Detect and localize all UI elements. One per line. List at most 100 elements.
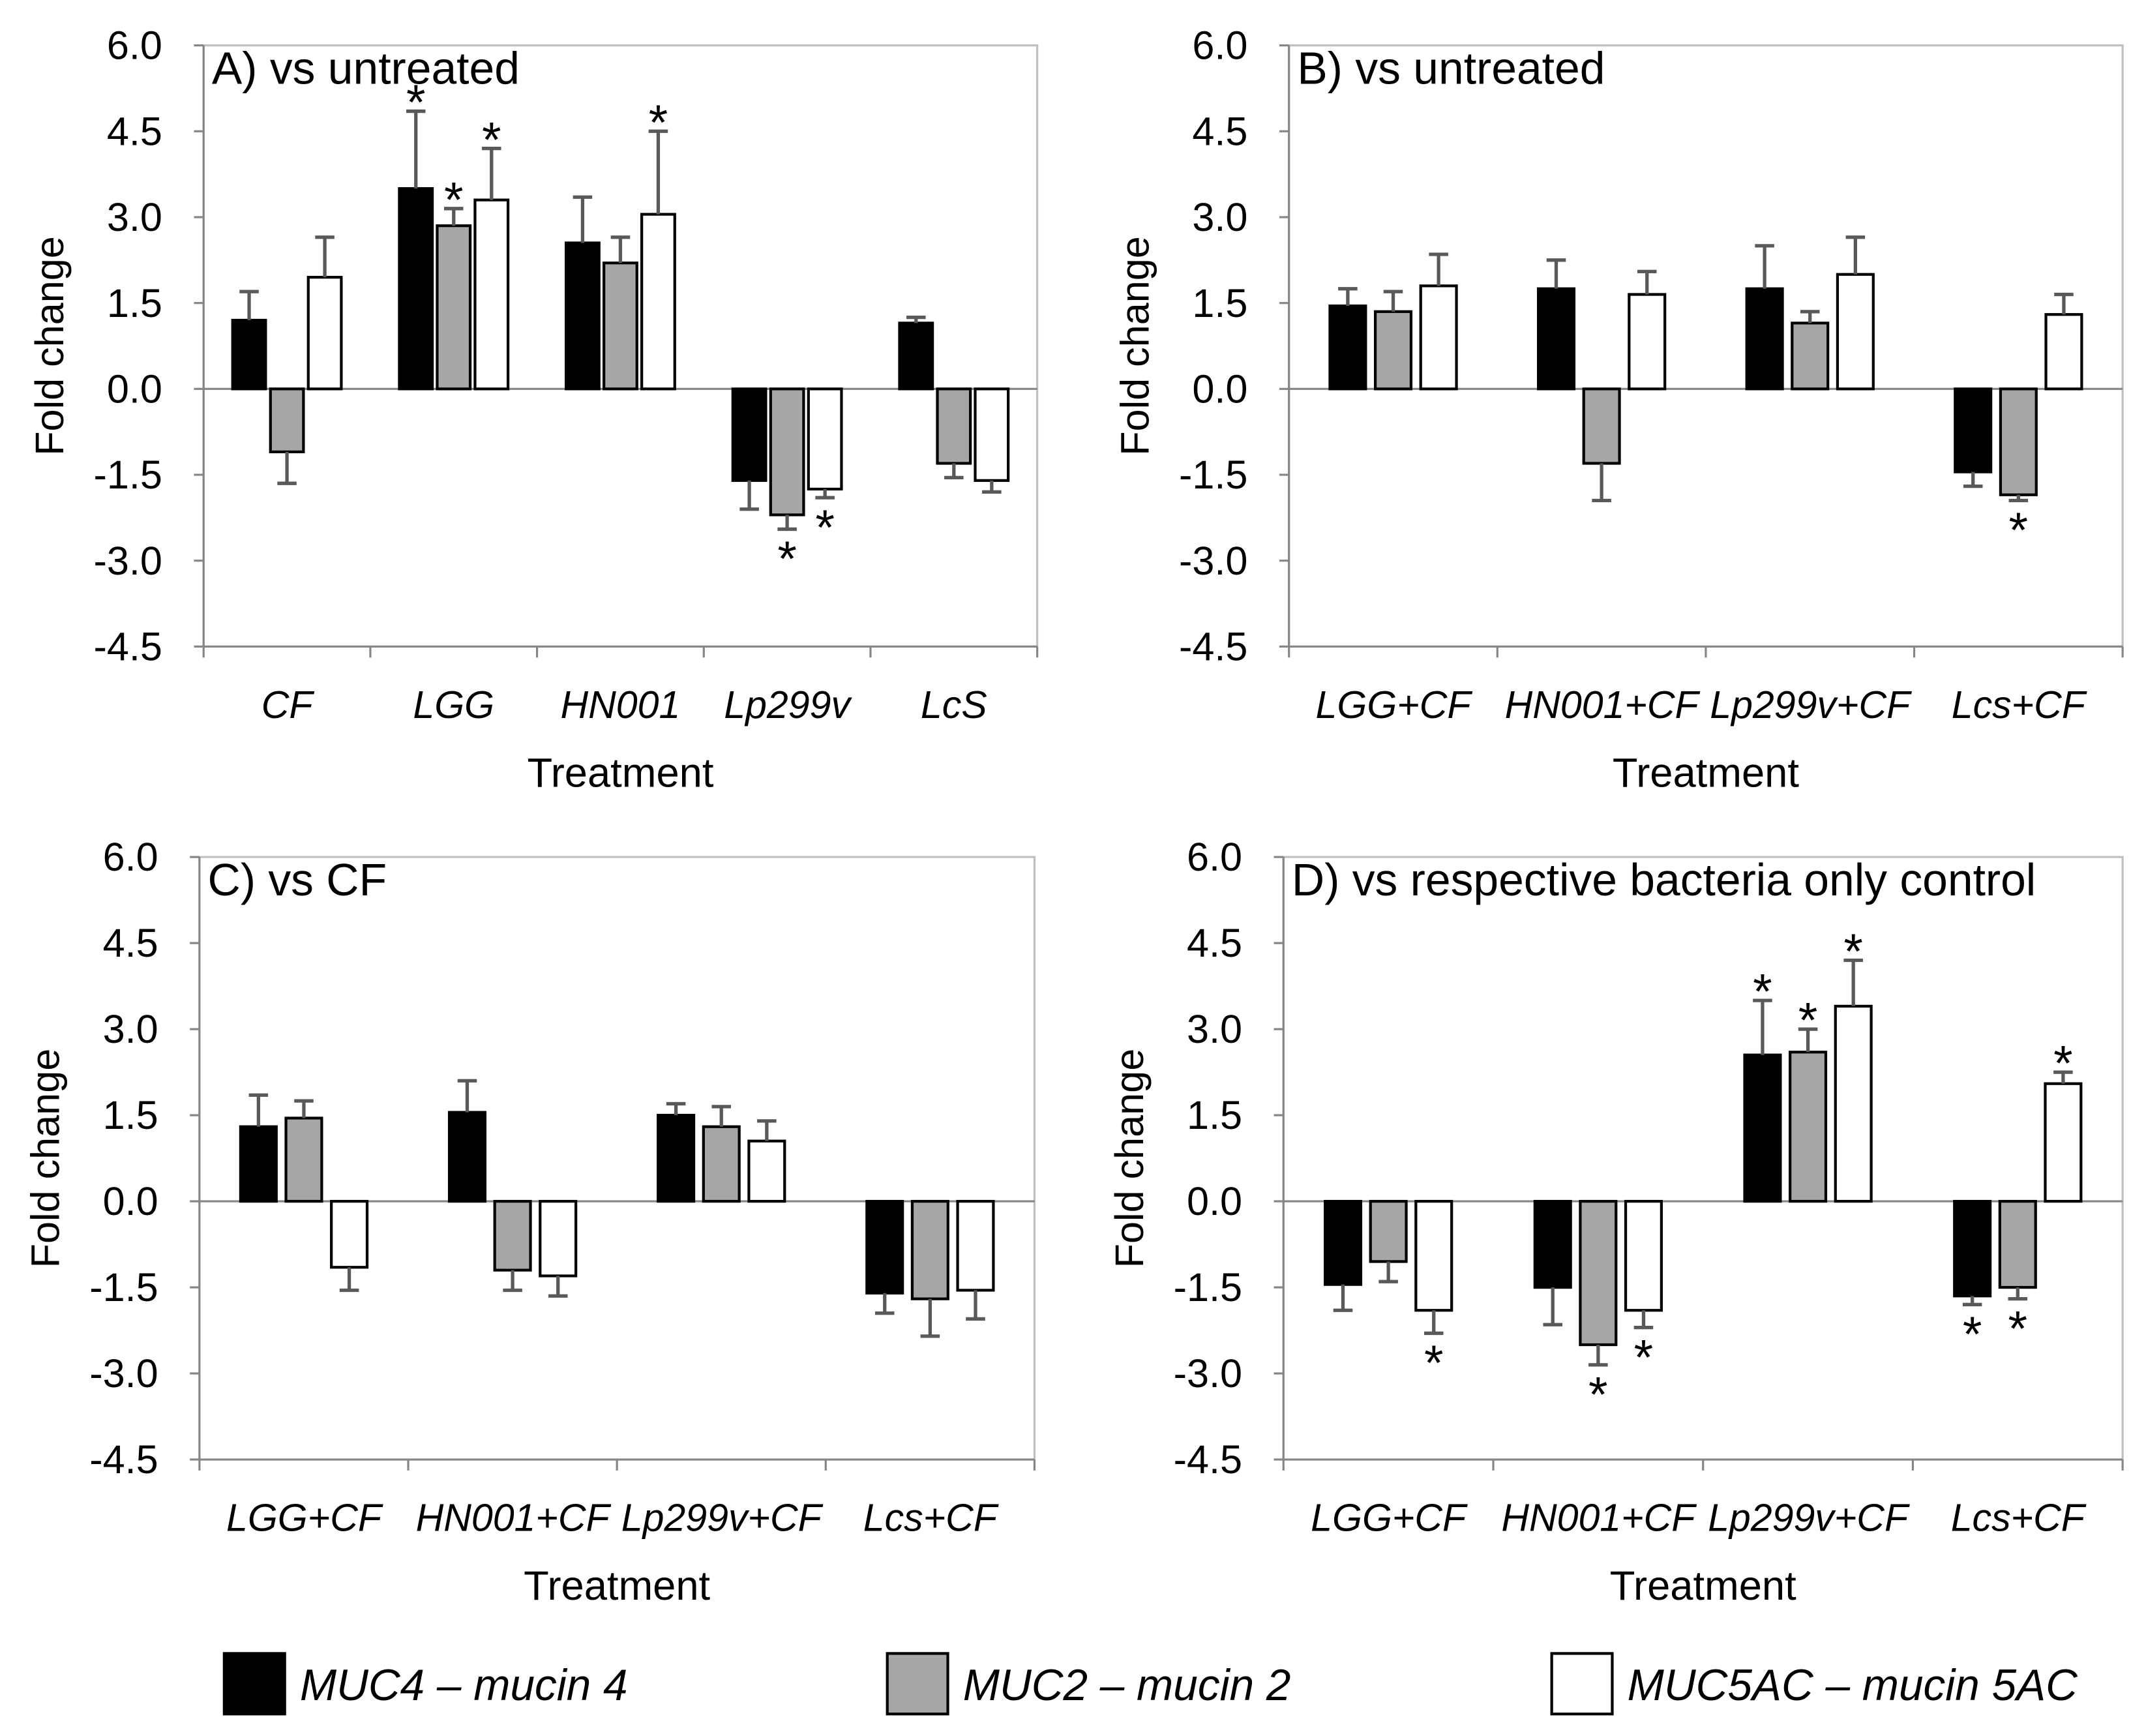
bar-series-3 bbox=[1836, 273, 1875, 391]
error-bar bbox=[239, 290, 259, 320]
y-tick-label: -3.0 bbox=[89, 1351, 158, 1396]
error-bar bbox=[739, 480, 759, 511]
y-tick-label: -1.5 bbox=[89, 1265, 158, 1309]
bar-series-3 bbox=[1419, 284, 1458, 391]
bar-series-2 bbox=[436, 224, 472, 391]
category-label: Lp299v+CF bbox=[1710, 683, 1912, 726]
legend-label-muc2: MUC2 – mucin 2 bbox=[963, 1661, 1291, 1710]
bar-series-3 bbox=[747, 1139, 786, 1203]
y-tick-label: 6.0 bbox=[1192, 23, 1247, 68]
x-axis-title: Treatment bbox=[1610, 1563, 1796, 1609]
error-bar bbox=[1429, 252, 1448, 286]
y-tick-label: 3.0 bbox=[103, 1007, 158, 1051]
error-bar bbox=[906, 315, 926, 323]
significance-marker: * bbox=[1753, 965, 1772, 1020]
panel-d: 6.0 4.5 3.0 1.5 0.0 -1.5 -3.0 -4.5 LGG+CF HN001+C… bbox=[1107, 835, 2124, 1609]
bar-series-3 bbox=[473, 198, 510, 391]
bar-series-2 bbox=[1999, 387, 2038, 496]
error-bar bbox=[457, 1079, 477, 1113]
error-bar bbox=[1379, 1261, 1398, 1283]
bar-series-3 bbox=[1834, 1004, 1873, 1203]
error-bar bbox=[1592, 463, 1611, 503]
legend-swatch-muc5ac bbox=[1550, 1652, 1614, 1716]
bar-series-3 bbox=[2044, 1082, 2083, 1203]
error-bar bbox=[1800, 310, 1820, 323]
error-bar bbox=[757, 1119, 777, 1141]
error-bar bbox=[920, 1298, 940, 1338]
legend-label-muc5ac: MUC5AC – mucin 5AC bbox=[1628, 1661, 2078, 1710]
significance-marker: * bbox=[2009, 503, 2029, 558]
error-bar bbox=[2008, 1287, 2028, 1301]
y-tick-label: 4.5 bbox=[1192, 109, 1247, 153]
y-tick-label: 0.0 bbox=[103, 1179, 158, 1223]
bar-series-2 bbox=[284, 1116, 323, 1203]
bar-series-1 bbox=[898, 322, 934, 391]
panel-a: 6.0 4.5 3.0 1.5 0.0 -1.5 -3.0 -4.5 CF LGG HN001 Lp2… bbox=[27, 23, 1039, 796]
bar-series-3 bbox=[640, 213, 676, 391]
bar-series-1 bbox=[1533, 1199, 1572, 1289]
y-tick-label: 3.0 bbox=[1192, 195, 1247, 239]
error-bar bbox=[1755, 244, 1774, 289]
error-bar bbox=[777, 515, 797, 531]
category-label: LGG+CF bbox=[1311, 1497, 1468, 1540]
y-tick-label: -4.5 bbox=[94, 624, 162, 668]
panel-title: A) vs untreated bbox=[212, 43, 520, 94]
bar-series-1 bbox=[1328, 304, 1367, 391]
bar-series-2 bbox=[702, 1125, 741, 1203]
y-tick-label: -1.5 bbox=[94, 453, 162, 497]
error-bar bbox=[815, 488, 835, 500]
error-bar bbox=[2053, 1070, 2073, 1084]
legend-item-muc4: MUC4 – mucin 4 bbox=[222, 1652, 628, 1716]
y-tick-label: 1.5 bbox=[107, 281, 162, 325]
y-tick-label: 4.5 bbox=[103, 921, 158, 965]
significance-marker: * bbox=[777, 531, 797, 587]
y-tick-label: -4.5 bbox=[89, 1437, 158, 1482]
legend: MUC4 – mucin 4 MUC2 – mucin 2 MUC5AC – m… bbox=[222, 1652, 2078, 1716]
bar-series-2 bbox=[1789, 1051, 1828, 1203]
error-bar bbox=[1338, 287, 1358, 307]
legend-item-muc2: MUC2 – mucin 2 bbox=[886, 1652, 1291, 1716]
error-bar bbox=[1333, 1284, 1353, 1312]
y-tick-label: -1.5 bbox=[1174, 1265, 1242, 1309]
significance-marker: * bbox=[1634, 1330, 1654, 1385]
y-tick-label: 0.0 bbox=[107, 367, 162, 411]
error-bar bbox=[711, 1105, 731, 1127]
category-label: LcS bbox=[921, 683, 987, 726]
significance-marker: * bbox=[2008, 1301, 2027, 1356]
bar-series-1 bbox=[1536, 287, 1576, 391]
bar-series-2 bbox=[493, 1199, 532, 1272]
legend-item-muc5ac: MUC5AC – mucin 5AC bbox=[1550, 1652, 2078, 1716]
category-label: HN001+CF bbox=[1501, 1497, 1697, 1540]
y-tick-label: 6.0 bbox=[103, 835, 158, 879]
y-tick-label: 1.5 bbox=[103, 1093, 158, 1137]
legend-label-muc4: MUC4 – mucin 4 bbox=[300, 1661, 628, 1710]
bar-series-3 bbox=[1414, 1199, 1453, 1312]
panel-title: B) vs untreated bbox=[1297, 43, 1605, 94]
error-bar bbox=[944, 463, 964, 480]
bar-series-3 bbox=[539, 1199, 578, 1278]
bar-series-2 bbox=[769, 387, 805, 516]
bar-series-3 bbox=[1624, 1199, 1663, 1312]
y-tick-label: -4.5 bbox=[1174, 1437, 1242, 1482]
y-tick-label: 3.0 bbox=[107, 195, 162, 239]
category-label: Lp299v bbox=[724, 683, 852, 726]
y-axis-title: Fold change bbox=[27, 236, 72, 456]
category-label: Lcs+CF bbox=[1951, 1497, 2087, 1540]
bar-series-1 bbox=[1745, 287, 1784, 391]
category-label: LGG+CF bbox=[226, 1497, 383, 1540]
category-label: HN001+CF bbox=[1505, 683, 1701, 726]
bar-series-2 bbox=[603, 262, 638, 391]
legend-swatch-muc2 bbox=[886, 1652, 949, 1716]
bar-series-2 bbox=[1791, 322, 1830, 391]
significance-marker: * bbox=[2053, 1036, 2073, 1092]
error-bar bbox=[339, 1267, 359, 1293]
error-bar bbox=[666, 1101, 686, 1116]
bar-series-1 bbox=[1953, 1199, 1992, 1298]
panel-c: 6.0 4.5 3.0 1.5 0.0 -1.5 -3.0 -4.5 LGG+CF HN001+C… bbox=[23, 835, 1036, 1609]
x-axis-title: Treatment bbox=[527, 751, 713, 796]
significance-marker: * bbox=[815, 500, 835, 556]
error-bar bbox=[2008, 494, 2029, 503]
bar-series-3 bbox=[306, 276, 343, 391]
legend-swatch-muc4 bbox=[222, 1652, 286, 1716]
